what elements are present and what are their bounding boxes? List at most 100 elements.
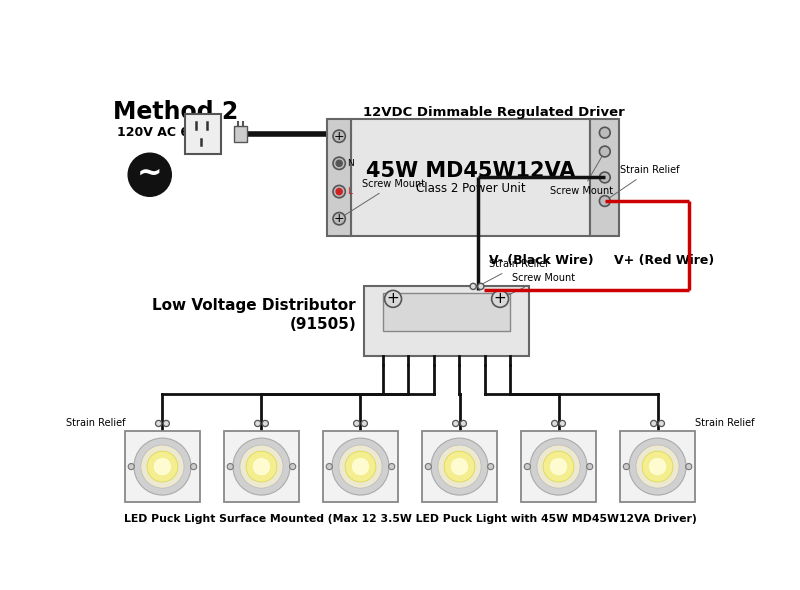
Circle shape (530, 438, 587, 495)
Text: Strain Relief: Strain Relief (480, 260, 549, 285)
Circle shape (642, 451, 673, 482)
FancyBboxPatch shape (125, 431, 200, 502)
Circle shape (599, 172, 610, 183)
Text: Class 2 Power Unit: Class 2 Power Unit (416, 182, 526, 195)
Text: Method 2: Method 2 (113, 100, 238, 124)
Circle shape (252, 457, 270, 476)
Circle shape (163, 421, 170, 427)
Text: Screw Mount: Screw Mount (342, 179, 426, 217)
Text: Screw Mount: Screw Mount (550, 154, 614, 196)
Text: Strain Relief: Strain Relief (694, 418, 754, 428)
Circle shape (190, 464, 197, 470)
Circle shape (262, 421, 268, 427)
Circle shape (431, 438, 488, 495)
Circle shape (426, 464, 431, 470)
FancyBboxPatch shape (383, 293, 510, 332)
Text: Screw Mount: Screw Mount (502, 274, 574, 298)
Circle shape (444, 451, 475, 482)
Circle shape (450, 457, 469, 476)
Text: L: L (347, 187, 352, 196)
Circle shape (470, 283, 476, 290)
Circle shape (333, 157, 346, 169)
Text: +: + (334, 212, 345, 225)
Text: 12VDC Dimmable Regulated Driver: 12VDC Dimmable Regulated Driver (363, 106, 625, 119)
Circle shape (345, 451, 376, 482)
Text: (91505): (91505) (290, 317, 356, 332)
Circle shape (147, 451, 178, 482)
Circle shape (478, 283, 484, 290)
Circle shape (336, 160, 342, 166)
Circle shape (354, 421, 360, 427)
Circle shape (650, 421, 657, 427)
Circle shape (492, 290, 509, 307)
Circle shape (599, 127, 610, 138)
Circle shape (438, 445, 481, 488)
Circle shape (537, 445, 580, 488)
Circle shape (460, 421, 466, 427)
FancyBboxPatch shape (590, 119, 619, 237)
FancyBboxPatch shape (364, 286, 530, 356)
Circle shape (333, 130, 346, 142)
Circle shape (246, 451, 277, 482)
Circle shape (227, 464, 234, 470)
Circle shape (333, 212, 346, 225)
FancyBboxPatch shape (185, 114, 221, 154)
Circle shape (134, 438, 191, 495)
Text: V- (Black Wire): V- (Black Wire) (489, 254, 594, 267)
Circle shape (453, 421, 458, 427)
Circle shape (586, 464, 593, 470)
Text: Low Voltage Distributor: Low Voltage Distributor (153, 298, 356, 313)
Text: +: + (494, 291, 506, 306)
Circle shape (658, 421, 665, 427)
Circle shape (623, 464, 630, 470)
Circle shape (524, 464, 530, 470)
Circle shape (326, 464, 332, 470)
Text: Strain Relief: Strain Relief (607, 165, 680, 199)
Text: Strain Relief: Strain Relief (66, 418, 126, 428)
Circle shape (240, 445, 283, 488)
Circle shape (648, 457, 666, 476)
FancyBboxPatch shape (327, 119, 351, 237)
Circle shape (629, 438, 686, 495)
Circle shape (154, 457, 172, 476)
Circle shape (254, 421, 261, 427)
Circle shape (488, 464, 494, 470)
Circle shape (128, 153, 171, 196)
Circle shape (333, 185, 346, 198)
Circle shape (385, 290, 402, 307)
Circle shape (336, 188, 342, 195)
Circle shape (233, 438, 290, 495)
FancyBboxPatch shape (620, 431, 695, 502)
Circle shape (128, 464, 134, 470)
Text: 120V AC 60Hz: 120V AC 60Hz (118, 126, 216, 139)
Circle shape (155, 421, 162, 427)
Text: N: N (347, 159, 354, 168)
Circle shape (351, 457, 370, 476)
Circle shape (362, 421, 367, 427)
Circle shape (636, 445, 679, 488)
Text: +: + (386, 291, 399, 306)
FancyBboxPatch shape (224, 431, 299, 502)
Circle shape (686, 464, 692, 470)
Circle shape (599, 146, 610, 157)
Text: 45W MD45W12VA: 45W MD45W12VA (366, 161, 575, 181)
FancyBboxPatch shape (234, 126, 246, 142)
Circle shape (550, 457, 568, 476)
Circle shape (559, 421, 566, 427)
Text: ~: ~ (137, 159, 162, 188)
Circle shape (290, 464, 296, 470)
Circle shape (339, 445, 382, 488)
FancyBboxPatch shape (351, 119, 590, 237)
FancyBboxPatch shape (521, 431, 596, 502)
Circle shape (543, 451, 574, 482)
Circle shape (332, 438, 389, 495)
Circle shape (141, 445, 184, 488)
FancyBboxPatch shape (422, 431, 497, 502)
Text: LED Puck Light Surface Mounted (Max 12 3.5W LED Puck Light with 45W MD45W12VA Dr: LED Puck Light Surface Mounted (Max 12 3… (124, 513, 696, 523)
Text: +: + (334, 130, 345, 143)
Circle shape (389, 464, 394, 470)
FancyBboxPatch shape (323, 431, 398, 502)
Text: V+ (Red Wire): V+ (Red Wire) (614, 254, 714, 267)
Circle shape (552, 421, 558, 427)
Circle shape (599, 196, 610, 206)
